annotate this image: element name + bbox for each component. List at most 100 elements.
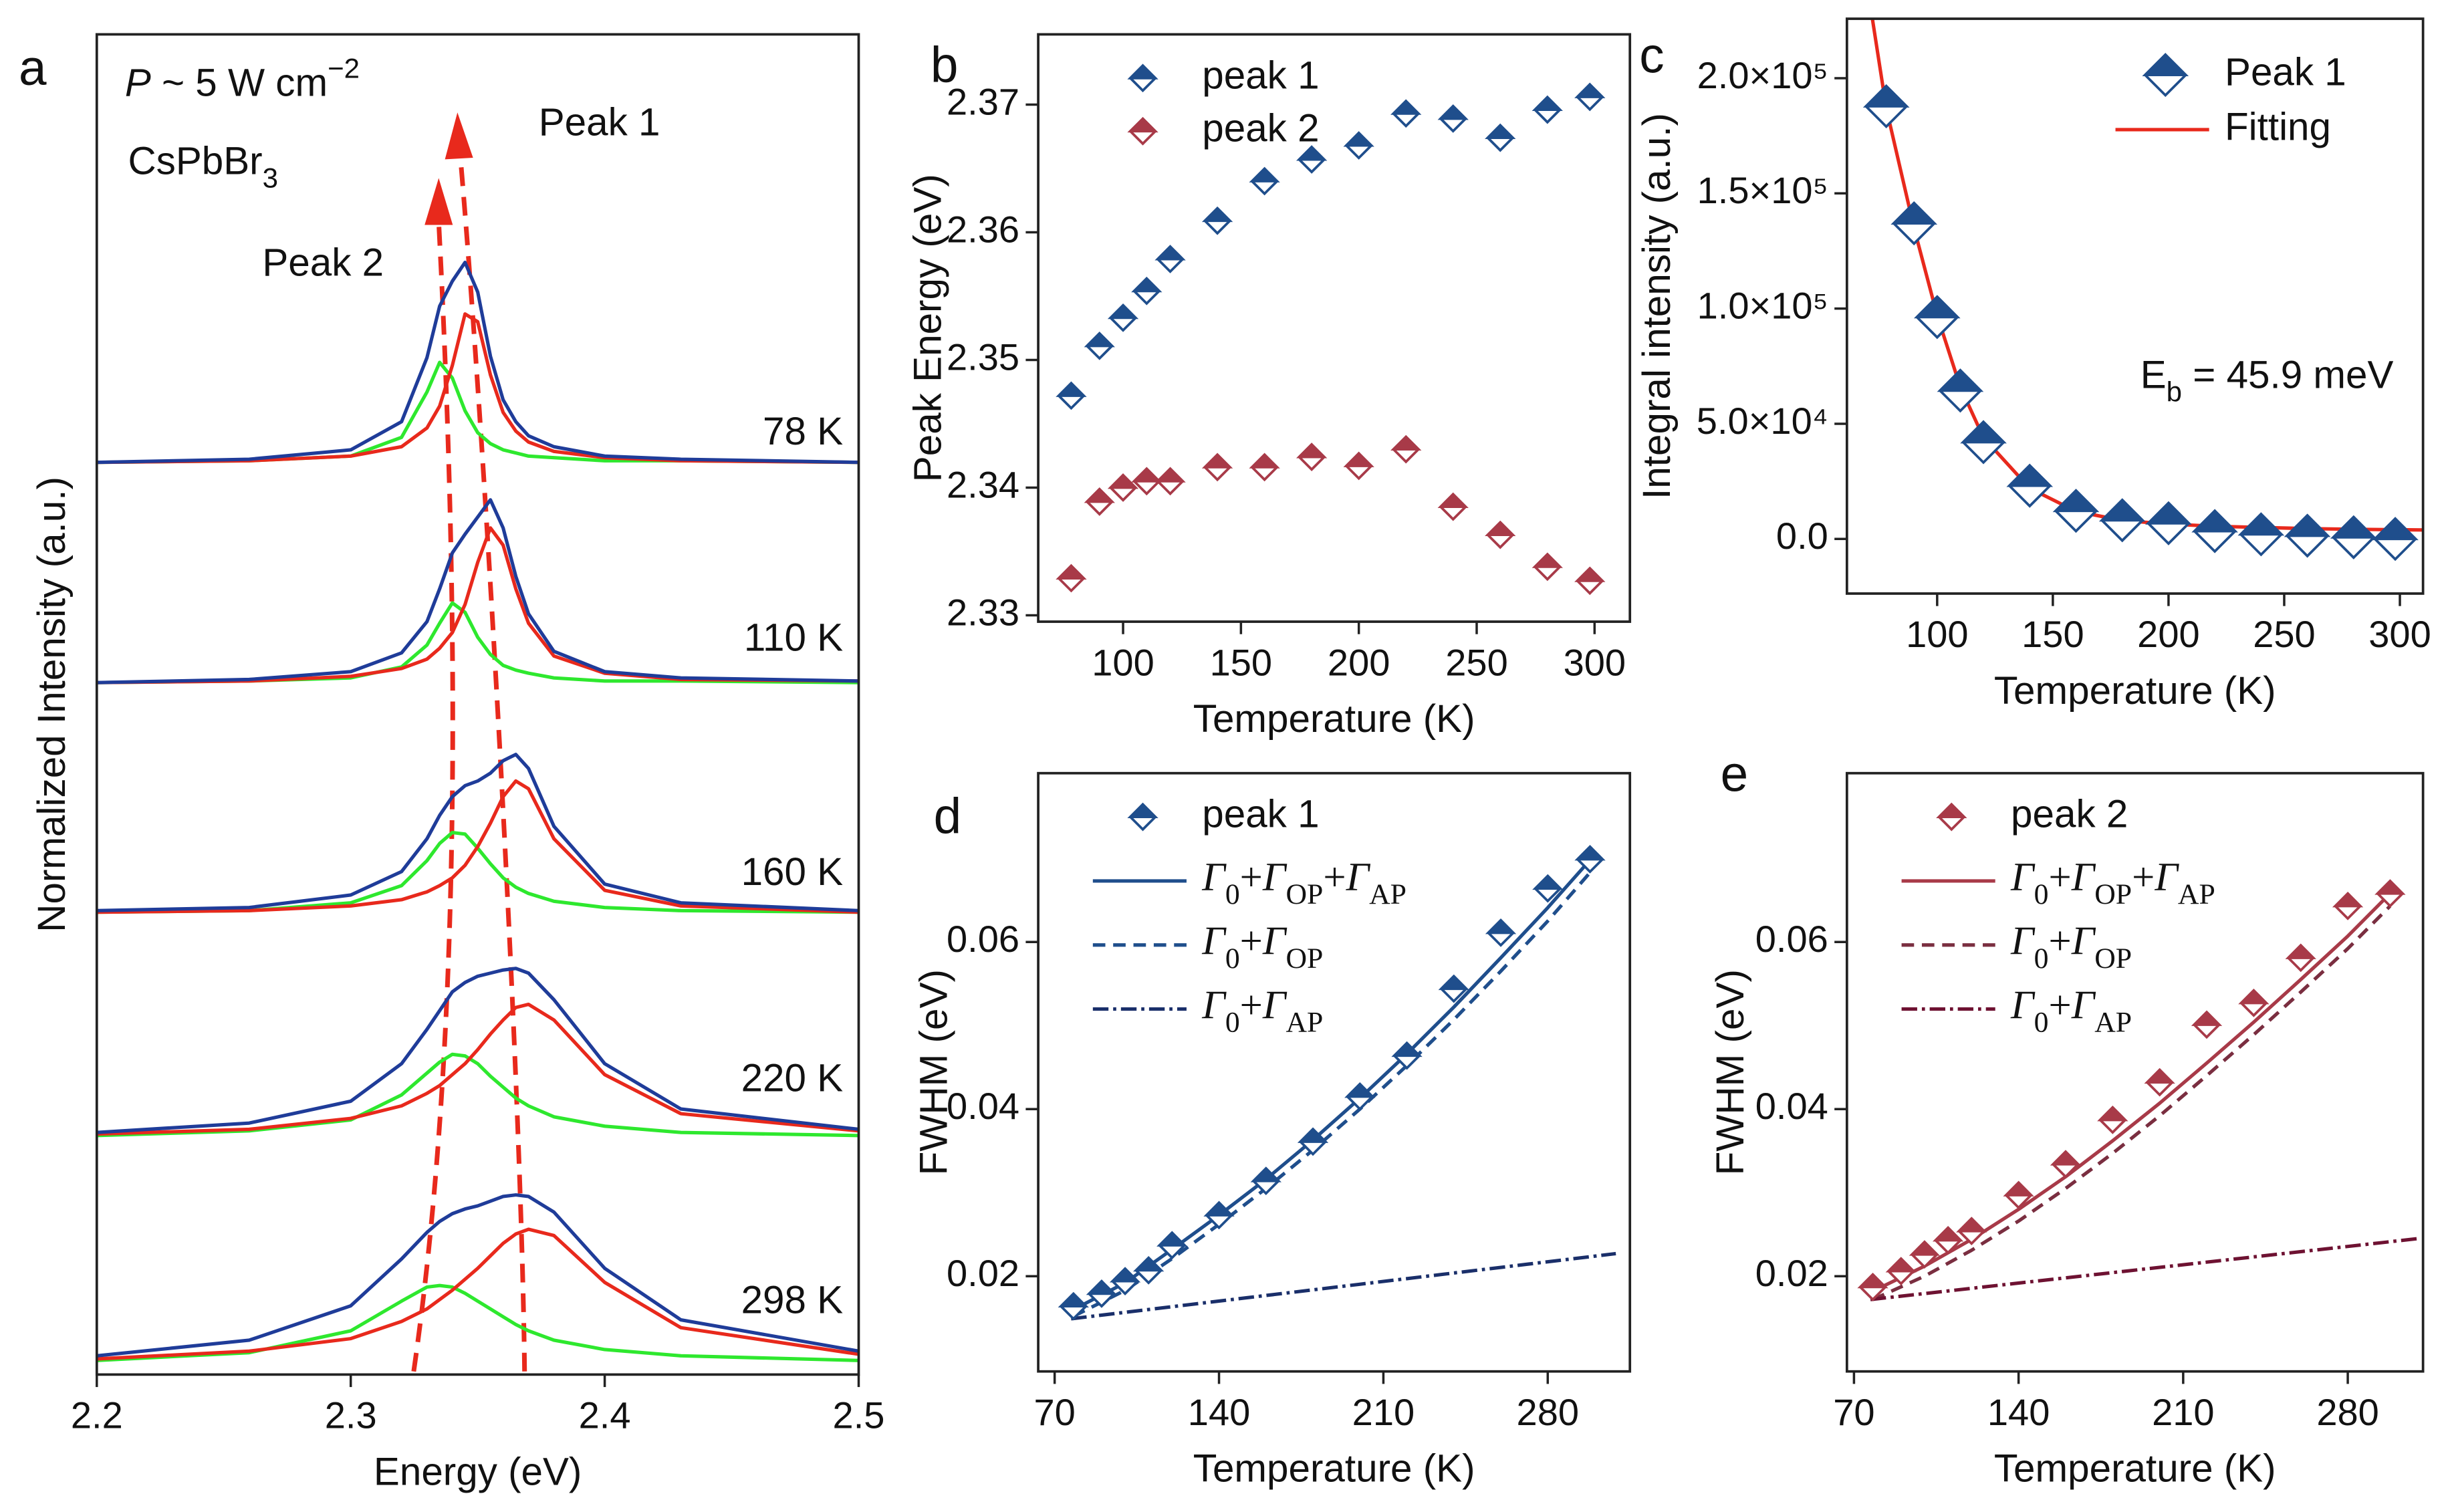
marker [1390,434,1422,464]
series-line [1870,18,2423,532]
legend-marker [1127,116,1158,146]
marker-fill [2142,53,2189,77]
marker-fill [1343,451,1374,467]
marker [1156,1231,1188,1260]
x-tick-label: 200 [1328,641,1390,683]
marker [1485,520,1516,549]
marker-fill [2372,517,2419,541]
marker-fill [2238,989,2270,1005]
text-run: CsPbBr [128,140,263,183]
text-run: Γ [1262,919,1288,964]
marker [1909,1240,1941,1269]
marker-fill [2097,1106,2128,1122]
marker-fill [2144,1067,2175,1084]
marker [1574,566,1606,596]
text-run: Γ [2071,983,2096,1027]
marker [1390,99,1422,128]
marker-fill [2332,892,2364,908]
legend-label: Peak 1 [2225,51,2346,94]
y-tick-label: 2.0×10⁵ [1697,54,1828,96]
series-line [96,1002,859,1136]
y-tick-label: 0.02 [947,1252,1019,1294]
temperature-label: 220 K [741,1056,844,1100]
marker-fill [1960,420,2007,444]
marker-fill [2191,509,2239,533]
legend-label: Γ0+ΓAP [1201,983,1323,1038]
annotation: Peak 2 [262,241,384,285]
marker [1296,145,1328,174]
marker-fill [1485,123,1516,139]
x-tick-label: 100 [1092,641,1154,683]
series-line [96,779,859,914]
marker [1297,1127,1329,1156]
text-run: OP [2094,942,2132,975]
temperature-label: 160 K [741,850,844,894]
marker-fill [1391,1041,1423,1057]
series-line [1070,1251,1616,1321]
marker-fill [1437,492,1469,509]
marker-fill [1485,918,1517,934]
marker [1109,1267,1141,1296]
marker-fill [1249,166,1280,182]
plot-frame [1037,771,1632,1373]
x-tick-label: 140 [1987,1391,2050,1433]
series-line [96,1283,859,1362]
text-run: + [1240,983,1263,1027]
annotation: CsPbBr3 [128,140,279,193]
series-line [96,312,859,465]
x-tick-label: 250 [1445,641,1507,683]
plot-frame [1037,33,1632,623]
marker [1391,1041,1423,1070]
x-tick-label: 70 [1833,1391,1874,1433]
marker [1890,201,1938,246]
text-run: Γ [1201,983,1227,1027]
x-tick-label: 210 [1352,1391,1415,1433]
marker-fill [1574,566,1606,582]
marker-fill [1086,1279,1118,1295]
marker [1107,303,1139,332]
marker [1932,1226,1964,1255]
text-run: 0 [1225,942,1240,975]
x-tick-label: 280 [1517,1391,1579,1433]
text-run: −2 [328,52,360,84]
text-run: Γ [2071,919,2096,964]
y-tick-label: 2.33 [947,591,1019,633]
marker-fill [1857,1273,1888,1289]
marker [2330,515,2377,559]
x-tick-label: 300 [1564,641,1626,683]
marker [1107,473,1139,502]
marker [2284,513,2331,558]
marker-fill [2237,512,2285,536]
legend-label: Γ0+ΓAP [2010,983,2132,1038]
x-tick-label: 150 [1210,641,1272,683]
text-run: OP [1286,878,1323,910]
marker-fill [1909,1240,1941,1256]
marker [2006,463,2054,508]
series-line [96,753,859,912]
marker-fill [1131,467,1162,483]
x-tick-label: 150 [2022,613,2084,655]
marker-fill [1574,82,1606,98]
marker [1574,845,1606,874]
x-tick-label: 210 [2152,1391,2214,1433]
text-run: Γ [2010,983,2036,1027]
arrow-head [424,178,453,225]
marker [2003,1180,2034,1210]
series-line [96,261,859,465]
marker-fill [2374,879,2406,895]
legend-label: Γ0+ΓOP [2010,919,2132,975]
marker [1937,368,1984,413]
x-tick-label: 280 [2316,1391,2378,1433]
marker-fill [1532,552,1563,568]
marker-fill [1532,95,1563,111]
text-run: Γ [2154,855,2179,900]
marker-fill [1131,276,1162,293]
marker-fill [1107,303,1139,320]
marker-fill [1913,295,1961,319]
marker-fill [1203,1201,1235,1217]
marker [1960,420,2007,465]
text-run: + [2048,983,2071,1027]
marker [2285,943,2316,973]
marker [1154,467,1186,496]
